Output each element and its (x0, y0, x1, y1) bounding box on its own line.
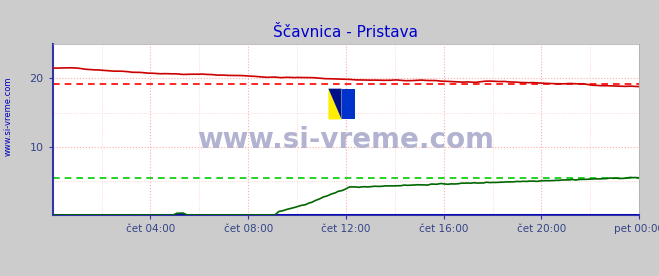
Polygon shape (328, 89, 341, 120)
Text: www.si-vreme.com: www.si-vreme.com (3, 76, 13, 156)
Polygon shape (328, 89, 341, 120)
Text: www.si-vreme.com: www.si-vreme.com (198, 126, 494, 154)
Polygon shape (341, 89, 355, 120)
Title: Ščavnica - Pristava: Ščavnica - Pristava (273, 25, 418, 40)
